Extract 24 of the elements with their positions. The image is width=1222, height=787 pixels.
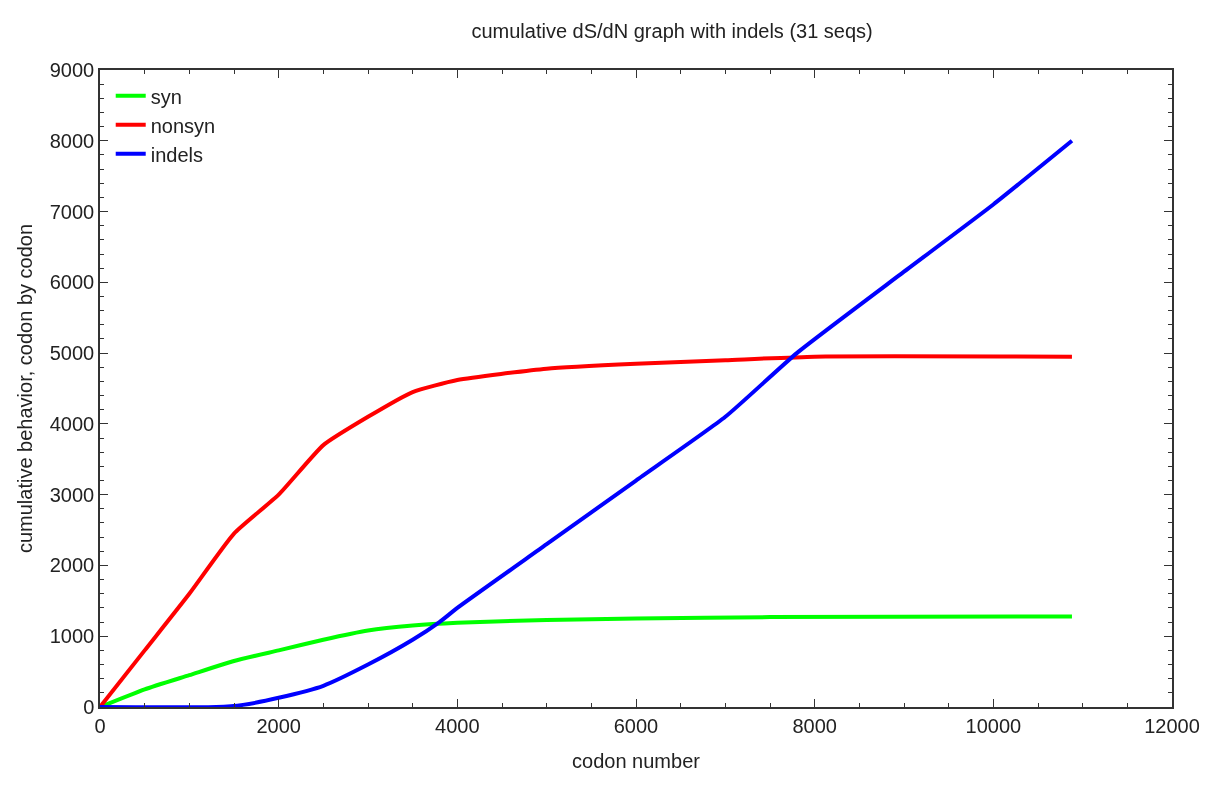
y-tick-label: 0 bbox=[83, 696, 95, 718]
y-tick-label: 3000 bbox=[49, 483, 95, 506]
y-tick-label: 5000 bbox=[49, 342, 95, 365]
legend-label: nonsyn bbox=[150, 114, 216, 137]
x-tick-label: 12000 bbox=[1144, 714, 1200, 737]
x-tick-label: 6000 bbox=[613, 714, 659, 737]
y-tick-label: 9000 bbox=[49, 59, 95, 81]
x-tick-label: 10000 bbox=[965, 714, 1022, 737]
y-tick-label: 6000 bbox=[49, 271, 95, 294]
legend-label: indels bbox=[150, 143, 203, 166]
x-tick-label: 8000 bbox=[792, 714, 837, 737]
x-tick-label: 4000 bbox=[435, 714, 480, 737]
line-series bbox=[100, 138, 1074, 707]
y-tick-label: 4000 bbox=[49, 412, 95, 435]
y-tick-label: 2000 bbox=[49, 554, 95, 577]
y-axis-title: cumulative behavior, codon by codon bbox=[13, 223, 36, 554]
x-axis-title: codon number bbox=[572, 749, 701, 772]
y-tick-label: 8000 bbox=[49, 129, 95, 152]
y-tick-label: 1000 bbox=[49, 625, 95, 648]
x-tick-label: 2000 bbox=[256, 714, 301, 737]
chart-title: cumulative dS/dN graph with indels (31 seqs) bbox=[471, 19, 873, 42]
y-tick-label: 7000 bbox=[49, 200, 95, 223]
line-series bbox=[100, 354, 1074, 707]
legend-label: syn bbox=[150, 85, 182, 108]
